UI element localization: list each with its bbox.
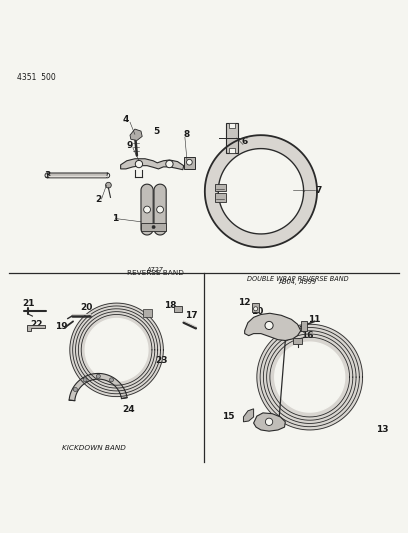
- Polygon shape: [257, 324, 363, 430]
- Text: 14: 14: [270, 422, 283, 430]
- Text: 17: 17: [185, 311, 197, 320]
- Text: 22: 22: [30, 320, 43, 329]
- Polygon shape: [69, 374, 127, 401]
- FancyBboxPatch shape: [141, 223, 166, 231]
- Text: 8: 8: [184, 130, 190, 139]
- Polygon shape: [218, 149, 304, 234]
- FancyBboxPatch shape: [226, 123, 238, 152]
- FancyBboxPatch shape: [252, 303, 259, 312]
- Circle shape: [157, 206, 164, 213]
- Circle shape: [265, 321, 273, 329]
- Polygon shape: [85, 319, 148, 381]
- Polygon shape: [130, 129, 142, 141]
- Text: 4351  500: 4351 500: [17, 74, 56, 83]
- Circle shape: [73, 387, 78, 392]
- Circle shape: [96, 374, 100, 378]
- FancyBboxPatch shape: [293, 338, 302, 344]
- Text: 20: 20: [80, 303, 92, 312]
- Text: 6: 6: [242, 137, 248, 146]
- Text: 7: 7: [315, 185, 322, 195]
- Text: 21: 21: [22, 300, 35, 309]
- FancyBboxPatch shape: [215, 193, 226, 202]
- Text: 16: 16: [302, 331, 314, 340]
- Circle shape: [83, 378, 87, 382]
- Polygon shape: [121, 159, 184, 169]
- Circle shape: [166, 160, 173, 168]
- Polygon shape: [70, 303, 163, 397]
- Text: A727: A727: [147, 268, 164, 273]
- Text: 15: 15: [222, 413, 235, 422]
- Circle shape: [186, 159, 192, 165]
- Text: 9: 9: [127, 141, 133, 150]
- FancyBboxPatch shape: [215, 184, 226, 191]
- FancyBboxPatch shape: [173, 306, 182, 312]
- Text: A904, A999: A904, A999: [279, 279, 317, 285]
- Circle shape: [152, 225, 155, 229]
- FancyBboxPatch shape: [301, 320, 307, 331]
- Polygon shape: [205, 135, 317, 247]
- Text: KICKDOWN BAND: KICKDOWN BAND: [62, 446, 126, 451]
- Text: 18: 18: [164, 302, 177, 310]
- FancyBboxPatch shape: [142, 309, 151, 317]
- Circle shape: [135, 160, 143, 168]
- FancyBboxPatch shape: [229, 148, 235, 152]
- Text: DOUBLE WRAP REVERSE BAND: DOUBLE WRAP REVERSE BAND: [247, 276, 348, 282]
- Polygon shape: [244, 409, 254, 422]
- Polygon shape: [27, 326, 45, 331]
- Polygon shape: [254, 413, 285, 431]
- Text: 3: 3: [44, 171, 51, 180]
- Text: 19: 19: [55, 322, 67, 331]
- Circle shape: [254, 307, 258, 311]
- Circle shape: [106, 182, 111, 188]
- Text: 2: 2: [95, 195, 102, 204]
- Text: 5: 5: [153, 127, 159, 136]
- Text: 10: 10: [251, 306, 263, 316]
- FancyBboxPatch shape: [184, 157, 195, 169]
- Polygon shape: [141, 184, 153, 235]
- Polygon shape: [154, 184, 166, 235]
- Polygon shape: [275, 342, 345, 412]
- Text: 12: 12: [237, 298, 250, 307]
- Circle shape: [109, 378, 113, 382]
- Polygon shape: [245, 313, 301, 341]
- Text: 13: 13: [376, 425, 388, 434]
- Polygon shape: [47, 173, 108, 178]
- Circle shape: [144, 206, 151, 213]
- Text: 24: 24: [122, 405, 135, 414]
- Text: 1: 1: [112, 214, 118, 223]
- Circle shape: [265, 418, 273, 425]
- Text: 4: 4: [123, 115, 129, 124]
- FancyBboxPatch shape: [229, 123, 235, 128]
- Text: 23: 23: [155, 356, 168, 365]
- Text: REVERSE BAND: REVERSE BAND: [127, 270, 184, 276]
- Text: 11: 11: [308, 315, 321, 324]
